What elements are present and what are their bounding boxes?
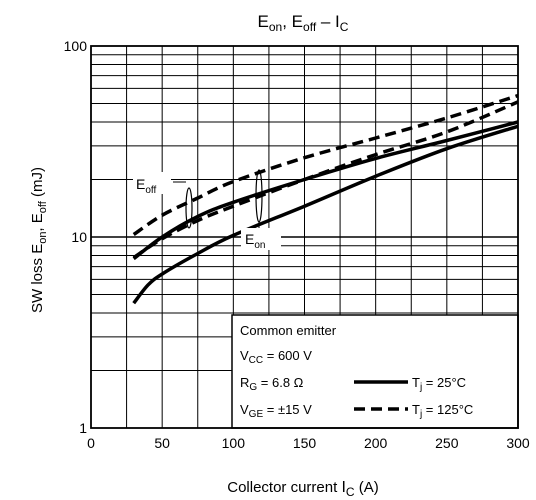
eoff-group-ellipse	[185, 187, 193, 229]
eon-tj25-curve	[132, 124, 519, 305]
eoff-tj125-curve	[132, 93, 519, 236]
y-tick-label: 10	[71, 229, 87, 245]
eon-annotation: Eon	[241, 169, 281, 251]
x-axis-label: Collector current IC (A)	[227, 479, 379, 499]
eoff-annotation: Eoff	[133, 172, 193, 229]
legend-box: Common emitter VCC = 600 V RG = 6.8 Ω VG…	[231, 314, 519, 429]
eoff-tj25-curve	[132, 120, 519, 261]
x-tick-label: 50	[154, 435, 170, 451]
x-tick-label: 150	[293, 435, 317, 451]
legend-vcc: VCC = 600 V	[240, 348, 312, 366]
y-tick-label: 1	[79, 420, 87, 436]
eon-group-ellipse	[255, 169, 263, 223]
legend-vge: VGE = ±15 V	[240, 402, 312, 420]
x-tick-label: 250	[435, 435, 459, 451]
legend-rg: RG = 6.8 Ω	[240, 375, 304, 393]
series-curves	[132, 93, 519, 305]
legend-tj125: Tj = 125°C	[412, 402, 473, 420]
x-tick-label: 0	[87, 435, 95, 451]
eoff-label: Eoff	[136, 176, 157, 196]
legend-tj25: Tj = 25°C	[412, 375, 466, 393]
plot-frame	[90, 45, 519, 429]
tick-labels: 0 50 100 150 200 250 300 1 10 100	[64, 38, 530, 451]
legend-heading: Common emitter	[240, 323, 337, 338]
x-tick-label: 100	[222, 435, 246, 451]
eon-label: Eon	[245, 231, 265, 251]
y-axis-label: SW loss Eon, Eoff (mJ)	[29, 167, 49, 313]
x-tick-label: 200	[364, 435, 388, 451]
y-tick-label: 100	[64, 38, 88, 54]
chart-title: Eon, Eoff – IC	[258, 12, 349, 34]
x-tick-label: 300	[506, 435, 530, 451]
